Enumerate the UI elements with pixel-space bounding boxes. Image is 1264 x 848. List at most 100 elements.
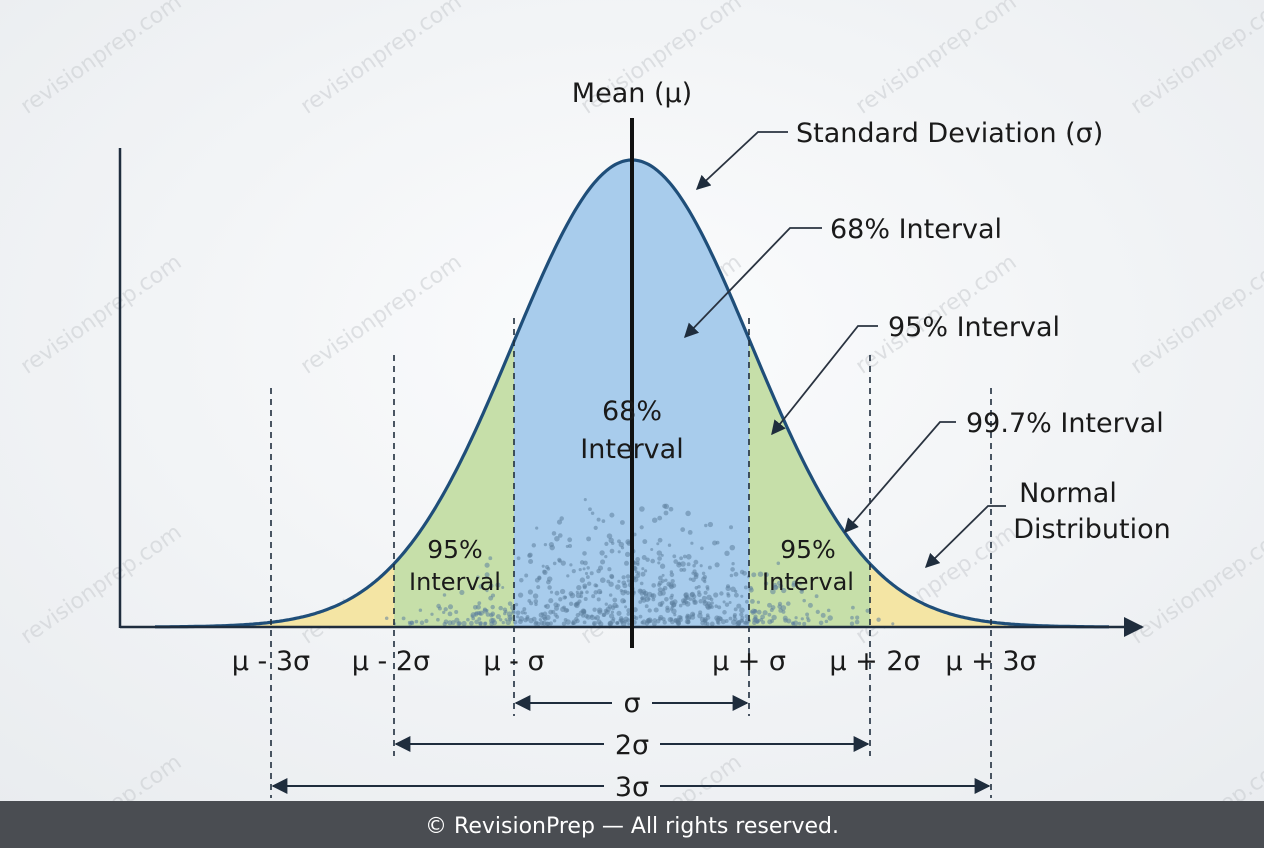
dot xyxy=(501,620,505,625)
dot xyxy=(407,620,411,624)
dot xyxy=(574,602,580,609)
dot xyxy=(661,579,665,583)
dot xyxy=(692,599,698,606)
dot xyxy=(579,560,585,565)
dot xyxy=(583,498,587,502)
dot xyxy=(507,601,513,606)
dot xyxy=(686,562,691,567)
dot xyxy=(585,590,589,594)
dot xyxy=(543,542,548,547)
dot xyxy=(549,590,554,594)
dot xyxy=(537,576,542,581)
dot xyxy=(794,616,798,620)
dot xyxy=(781,587,787,594)
dot xyxy=(750,608,757,614)
dot xyxy=(587,581,592,586)
dot xyxy=(703,618,708,623)
dot xyxy=(705,621,710,626)
axis-label: μ - 2σ xyxy=(352,646,430,677)
dot xyxy=(577,599,582,604)
dot xyxy=(638,614,643,619)
dot xyxy=(542,569,548,575)
dot xyxy=(665,607,671,613)
dot xyxy=(490,593,496,598)
dot xyxy=(757,571,764,577)
dot xyxy=(569,563,573,567)
dot xyxy=(514,602,519,607)
dot xyxy=(705,587,710,591)
dot xyxy=(601,612,606,618)
dot xyxy=(542,616,548,622)
dot xyxy=(850,615,854,620)
dot xyxy=(763,572,769,578)
dot xyxy=(739,607,745,613)
dot xyxy=(442,593,447,597)
span-label: σ xyxy=(623,688,640,719)
dot xyxy=(517,592,524,598)
dot xyxy=(619,520,625,525)
dot xyxy=(593,525,598,530)
dot xyxy=(732,614,737,619)
region-label: 68% xyxy=(602,396,662,427)
dot xyxy=(690,541,694,545)
dot xyxy=(806,618,811,623)
dot xyxy=(436,603,441,609)
dot xyxy=(621,575,626,580)
dot xyxy=(590,511,595,515)
dot xyxy=(585,575,590,580)
region-label: Interval xyxy=(762,568,854,596)
dot xyxy=(658,575,663,581)
dot xyxy=(682,567,687,572)
dot xyxy=(490,604,495,610)
dot xyxy=(717,605,722,610)
dot xyxy=(778,608,783,613)
dashed-lines xyxy=(270,318,992,798)
dot xyxy=(707,521,714,528)
dot xyxy=(706,594,712,600)
dot xyxy=(722,600,726,604)
dot xyxy=(694,585,699,590)
dot xyxy=(729,573,734,578)
dot xyxy=(569,592,576,599)
dot xyxy=(728,616,733,621)
dot xyxy=(634,616,639,621)
tail-left xyxy=(155,563,394,627)
dot xyxy=(684,601,691,607)
dot xyxy=(620,598,626,604)
dot xyxy=(575,612,580,618)
dot xyxy=(443,619,449,625)
dot xyxy=(851,605,855,610)
dot xyxy=(719,591,724,596)
dot xyxy=(730,567,735,572)
dot xyxy=(728,525,734,530)
dot xyxy=(693,572,699,578)
dot xyxy=(739,612,744,617)
dot xyxy=(786,601,791,606)
dot xyxy=(559,588,566,595)
dot xyxy=(565,619,571,625)
dot xyxy=(604,609,610,615)
dot xyxy=(592,607,597,612)
dot xyxy=(528,559,534,564)
region-labels: 68% Interval 95% Interval 95% Interval xyxy=(409,396,854,596)
callout-line xyxy=(924,505,1006,569)
dot xyxy=(826,608,831,613)
dot xyxy=(566,574,570,578)
dot xyxy=(447,604,454,610)
dot xyxy=(558,597,563,602)
dot xyxy=(731,619,737,625)
dot xyxy=(589,571,594,576)
callout-lines xyxy=(684,131,1006,569)
span-label: 2σ xyxy=(615,730,649,761)
dot xyxy=(771,614,777,621)
dot xyxy=(685,615,691,622)
dot xyxy=(782,615,788,621)
dot xyxy=(414,619,419,624)
dot xyxy=(710,601,714,605)
dot xyxy=(685,510,691,517)
dot xyxy=(698,599,703,604)
dot xyxy=(722,610,727,615)
callout-label: 95% Interval xyxy=(888,312,1060,343)
dot xyxy=(568,601,574,606)
dot xyxy=(610,610,615,614)
